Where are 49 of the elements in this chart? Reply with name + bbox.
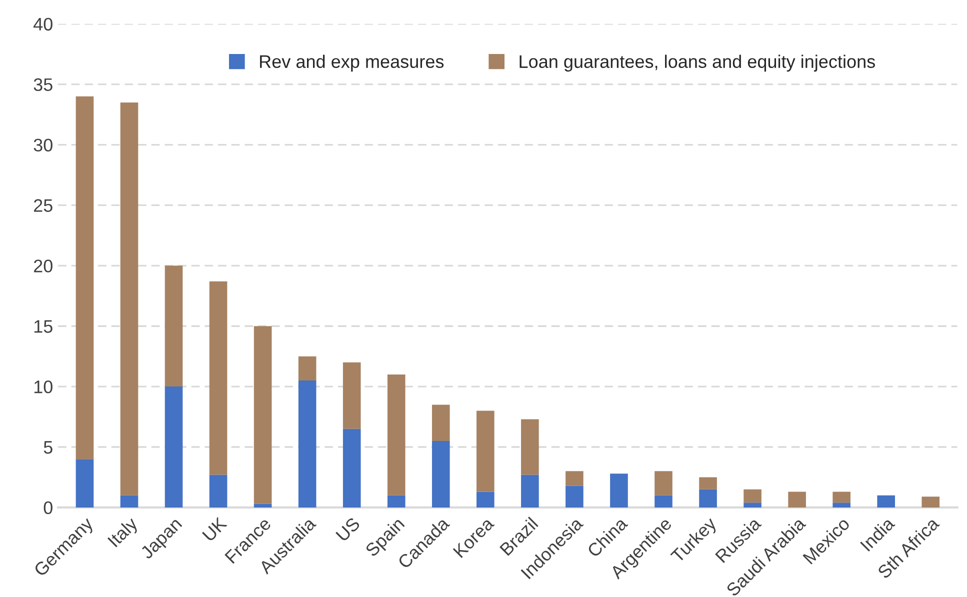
y-tick-label: 25 [34,199,52,212]
bar [209,281,228,475]
bar [342,428,361,508]
bar [744,502,762,508]
bar [120,495,138,508]
y-tick-label: 15 [34,320,52,333]
y-tick-label: 10 [34,380,52,394]
bar [76,459,94,508]
bar [164,266,183,387]
bar [521,419,539,475]
bar [432,404,450,441]
bar [387,495,406,508]
bar [877,495,895,508]
bar [164,386,183,508]
bar [298,380,316,508]
y-tick-label: 30 [34,138,52,152]
bar [254,326,272,504]
x-tick-label: US [335,516,361,542]
bar [476,410,494,492]
bar [387,374,406,496]
bar [209,474,228,508]
bar [432,440,450,508]
y-tick-label: 0 [44,501,52,514]
bar [254,504,272,508]
bar [922,496,940,508]
legend-label: Rev and exp measures [260,54,444,72]
y-tick-label: 40 [33,18,52,31]
x-tick-label: Italy [107,516,142,550]
y-tick-label: 5 [44,441,52,454]
y-tick-label: 20 [34,260,52,272]
bar [566,486,584,508]
bar [654,471,672,496]
bar [342,362,361,429]
legend-label: Loan guarantees, loans and equity injections [520,54,875,72]
bar [699,477,717,490]
bar [298,356,316,381]
bar [654,495,672,508]
y-tick-label: 35 [34,78,52,92]
bar [521,474,539,508]
bar [744,489,762,503]
bar [566,471,584,486]
bar [832,492,850,503]
bar [120,102,138,496]
bar [610,474,628,508]
bar [476,492,494,508]
bar [832,502,850,508]
bar [788,492,806,508]
bar [699,489,717,508]
bar [76,96,94,460]
